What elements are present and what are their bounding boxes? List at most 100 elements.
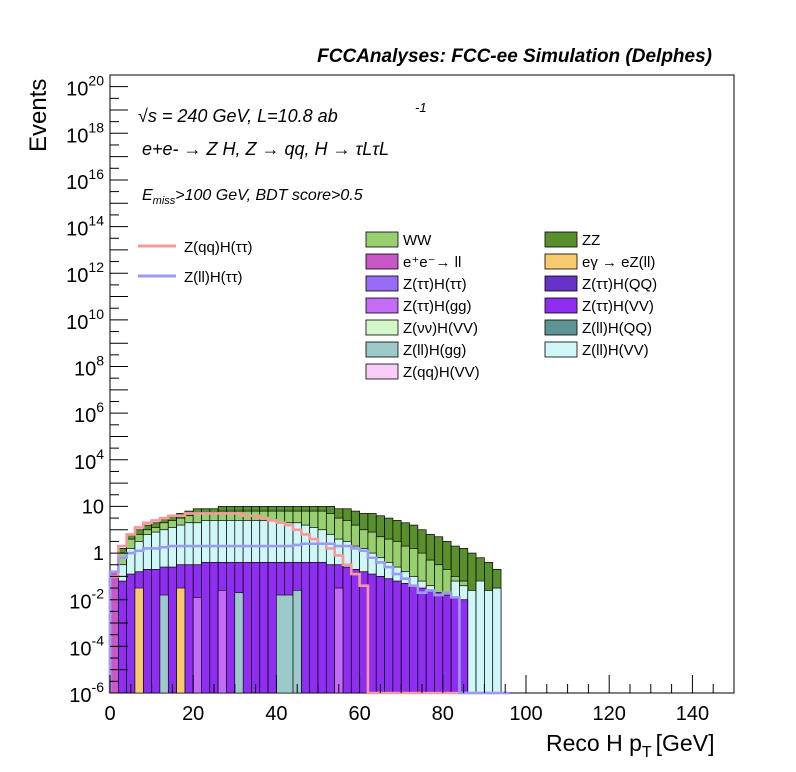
legend-signal-label: Z(qq)H(ττ) [184, 239, 253, 256]
legend-label: ZZ [582, 232, 600, 249]
bar-ztthvv [242, 562, 252, 694]
x-axis: 0 20 40 60 80 100 120 140 [104, 675, 735, 725]
y-tick-label: 108 [74, 353, 104, 381]
svg-text:e+e- → Z H, Z → qq, H → τLτL: e+e- → Z H, Z → qq, H → τLτL [142, 139, 389, 159]
legend-swatch [365, 297, 399, 314]
bar-zllhvv [467, 590, 477, 694]
bar-ztthvv [434, 592, 444, 694]
y-tick-label: 1020 [66, 73, 104, 101]
bar-ztthvv [201, 562, 211, 694]
x-tick-label: 20 [182, 703, 204, 725]
y-tick-label: 10 [82, 496, 104, 518]
legend-swatch [365, 341, 399, 358]
legend-swatch [365, 231, 399, 248]
legend-signal-label: Z(ll)H(ττ) [184, 269, 243, 286]
legend-label: Z(qq)H(VV) [403, 364, 480, 381]
legend-swatch [365, 319, 399, 336]
bar-spike [176, 587, 186, 694]
bar-ztthvv [126, 573, 136, 694]
bar-ztthvv [375, 576, 385, 694]
y-tick-label: 1014 [66, 213, 104, 241]
bar-spike [192, 597, 202, 694]
bar-ztthvv [142, 569, 152, 694]
x-tick-label: 80 [432, 703, 454, 725]
legend-swatch [544, 275, 578, 292]
legend-swatch [544, 341, 578, 358]
signal-qq-line [108, 512, 510, 695]
y-tick-label: 1016 [66, 166, 104, 194]
bar-ztthvv [209, 562, 219, 694]
legend: Z(qq)H(ττ) Z(ll)H(ττ) WW ZZ e⁺e⁻→ ll eγ → eZ(… [138, 231, 657, 381]
x-tick-label: 140 [676, 703, 709, 725]
legend-label: Z(ll)H(gg) [403, 342, 466, 359]
legend-label: eγ → eZ(ll) [582, 254, 655, 271]
svg-text:√s = 240 GeV, L=10.8 ab: √s = 240 GeV, L=10.8 ab [138, 106, 338, 126]
bar-ztthvv [392, 580, 402, 694]
bar-ztthvv [417, 587, 427, 694]
legend-label: Z(νν)H(VV) [403, 320, 478, 337]
bar-ztthvv [267, 562, 277, 694]
bar-ztthvv [409, 585, 419, 694]
x-tick-label: 100 [509, 703, 542, 725]
bar-spike [334, 587, 344, 694]
y-tick-label: 104 [74, 446, 104, 474]
signal-ll-line [108, 542, 510, 695]
y-tick-label: 10-4 [69, 632, 104, 660]
y-tick-label: 1018 [66, 119, 104, 147]
y-tick-label: 106 [74, 399, 104, 427]
x-tick-label: 60 [348, 703, 370, 725]
svg-text:Reco H pT[GeV]: Reco H pT [GeV] [546, 730, 714, 761]
bar-ztthvv [342, 566, 352, 694]
legend-label: Z(ll)H(QQ) [582, 320, 652, 337]
bar-ztthvv [425, 590, 435, 694]
y-tick-label: 1010 [66, 306, 104, 334]
legend-label: Z(ττ)H(ττ) [403, 276, 467, 293]
legend-swatch [544, 319, 578, 336]
legend-label: Z(ττ)H(VV) [582, 298, 654, 315]
x-tick-label: 120 [593, 703, 626, 725]
bar-spike [217, 590, 227, 694]
x-tick-label: 0 [104, 703, 115, 725]
bar-ztthvv [317, 562, 327, 694]
bar-ztthvv [184, 564, 194, 694]
bar-spike [134, 587, 144, 694]
bar-ztthvv [309, 562, 319, 694]
legend-label: Z(ll)H(VV) [582, 342, 649, 359]
bar-spike [475, 580, 485, 694]
bar-spike [276, 594, 294, 694]
bar-zllhvv [484, 590, 494, 694]
y-tick-label: 10-6 [69, 679, 104, 707]
chart-title: FCCAnalyses: FCC-ee Simulation (Delphes) [317, 46, 712, 67]
legend-swatch [365, 363, 399, 380]
bar-zllhvv [492, 587, 502, 694]
plot-area [108, 74, 735, 695]
svg-text:Emiss>100 GeV, BDT score>0.5: Emiss>100 GeV, BDT score>0.5 [142, 187, 363, 207]
bar-ztthvv [117, 580, 127, 694]
legend-label: Z(ττ)H(gg) [403, 298, 472, 315]
legend-label: e⁺e⁻→ ll [403, 254, 461, 271]
legend-swatch [544, 253, 578, 270]
bar-ztthvv [384, 578, 394, 694]
legend-swatch [365, 253, 399, 270]
y-tick-label: 10-2 [69, 586, 104, 614]
bar-ztthvv [400, 583, 410, 694]
bar-spike [234, 592, 244, 694]
bar-spike [292, 590, 302, 694]
bar-ztthvv [442, 594, 452, 694]
y-tick-label: 1 [93, 543, 104, 565]
y-axis: 10-6 10-4 10-2 1 10 104 106 108 1010 1012 1014 1016… [66, 73, 128, 707]
bar-ztthvv [259, 562, 269, 694]
legend-label: Z(ττ)H(QQ) [582, 276, 657, 293]
bar-ztthvv [226, 562, 236, 694]
svg-text:-1: -1 [415, 100, 427, 115]
bar-ztthvv [301, 562, 311, 694]
bar-spike [159, 594, 169, 694]
bar-ztthvv [167, 566, 177, 694]
bar-ztthvv [251, 562, 261, 694]
legend-swatch [544, 297, 578, 314]
legend-swatch [544, 231, 578, 248]
legend-label: WW [403, 232, 432, 249]
bar-ztthvv [151, 569, 161, 694]
y-tick-label: 1012 [66, 259, 104, 287]
